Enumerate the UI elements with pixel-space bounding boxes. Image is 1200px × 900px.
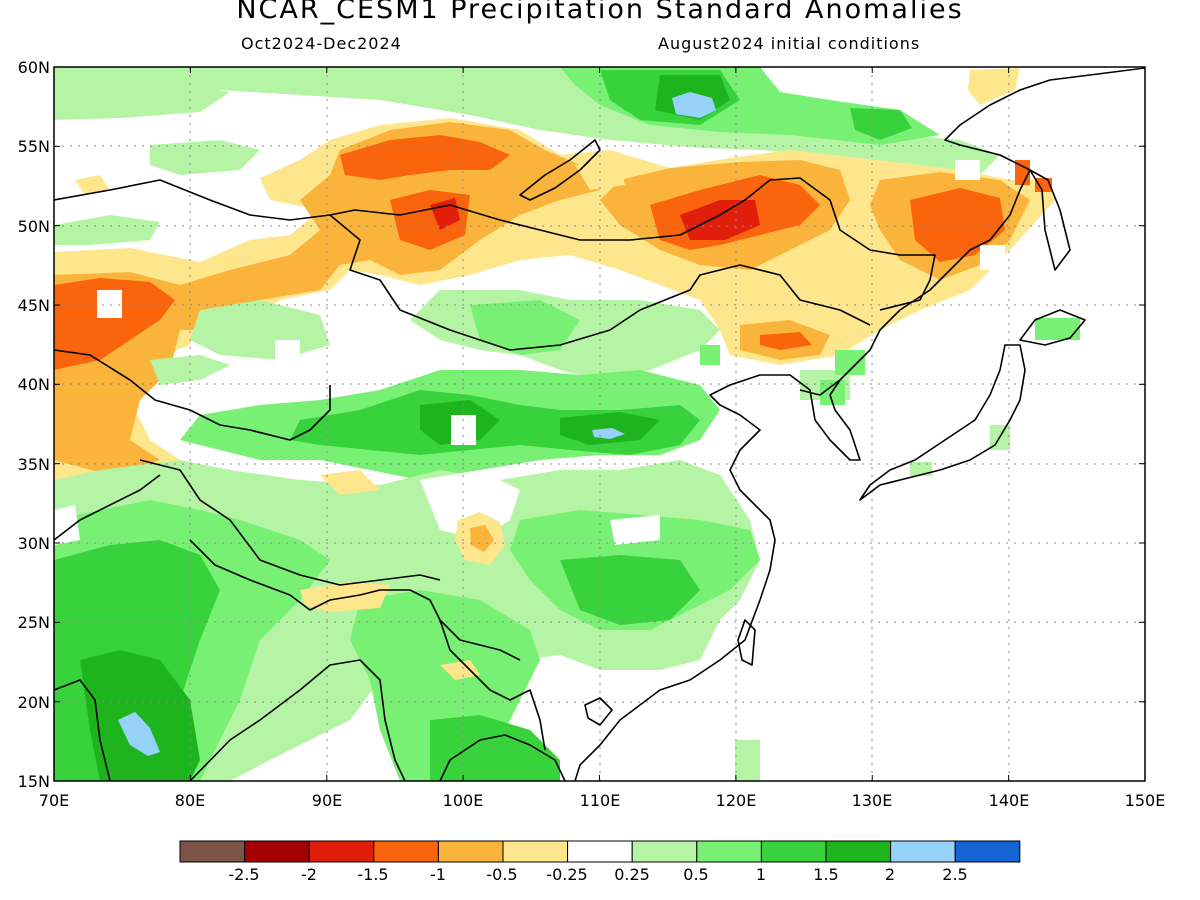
- coastline-indochina: [439, 734, 566, 781]
- border-mongolia-china: [329, 214, 871, 351]
- lat-label: 60N: [18, 58, 50, 77]
- lon-label: 140E: [989, 791, 1030, 810]
- lon-label: 100E: [443, 791, 484, 810]
- lon-label: 120E: [716, 791, 757, 810]
- lon-label: 110E: [580, 791, 621, 810]
- coastline-hokkaido: [1019, 309, 1086, 346]
- colorbar-label: -2.5: [228, 865, 259, 884]
- coastline-japan: [859, 344, 1026, 501]
- lat-label: 25N: [18, 613, 50, 632]
- boundaries: [54, 67, 1145, 781]
- colorbar-swatch: [437, 840, 504, 863]
- lat-label: 30N: [18, 534, 50, 553]
- coastline-hainan: [584, 697, 613, 726]
- lon-label: 70E: [39, 791, 69, 810]
- colorbar-swatch: [308, 840, 375, 863]
- lat-labels: 15N 20N 25N 30N 35N 40N 45N 50N 55N 60N: [18, 58, 50, 791]
- border-central-asia: [54, 349, 331, 441]
- colorbar-swatch: [567, 840, 633, 863]
- dry-anomaly-band: [54, 68, 1055, 490]
- colorbar-swatch: [502, 840, 569, 863]
- border-pakistan: [54, 474, 161, 541]
- tick-marks: [53, 66, 1146, 782]
- lat-label: 55N: [18, 137, 50, 156]
- lat-label: 20N: [18, 693, 50, 712]
- colorbar-swatch: [179, 840, 246, 863]
- colorbar-swatch: [890, 840, 956, 863]
- colorbar-swatch: [631, 840, 698, 863]
- colorbar-label: 0.5: [683, 865, 708, 884]
- border-russia-china-mongolia: [54, 177, 936, 311]
- initial-conditions: August2024 initial conditions: [658, 34, 921, 53]
- colorbar-label: -1: [430, 865, 446, 884]
- lon-label: 90E: [312, 791, 342, 810]
- coastline-sakhalin: [1029, 169, 1071, 271]
- lat-label: 35N: [18, 455, 50, 474]
- wet-anomaly-south: [54, 460, 932, 781]
- colorbar-labels: -2.5 -2 -1.5 -1 -0.5 -0.25 0.25 0.5 1 1.…: [228, 865, 967, 884]
- lat-label: 45N: [18, 296, 50, 315]
- colorbar-swatch: [825, 840, 892, 863]
- coastline-bay-of-bengal: [189, 659, 406, 781]
- anomaly-field: [54, 67, 1145, 781]
- neutral-cells: [97, 160, 1005, 362]
- coastline-taiwan: [737, 619, 756, 666]
- colorbar: [179, 840, 1021, 863]
- colorbar-label: -2: [301, 865, 317, 884]
- border-southeast-asia: [439, 619, 546, 751]
- colorbar-label: 1.5: [813, 865, 838, 884]
- border-korea: [799, 379, 841, 396]
- lat-label: 50N: [18, 217, 50, 236]
- colorbar-label: 1: [756, 865, 766, 884]
- coastline-india: [54, 679, 111, 781]
- lake-baikal: [519, 139, 601, 201]
- border-china-india: [139, 459, 441, 586]
- colorbar-swatch: [954, 840, 1021, 863]
- wet-anomaly-central: [54, 215, 1080, 480]
- lon-label: 80E: [175, 791, 205, 810]
- colorbar-label: -1.5: [357, 865, 388, 884]
- colorbar-swatch: [696, 840, 762, 863]
- colorbar-label: -0.25: [546, 865, 587, 884]
- colorbar-label: 2: [885, 865, 895, 884]
- lon-label: 130E: [852, 791, 893, 810]
- lat-label: 40N: [18, 375, 50, 394]
- colorbar-swatch: [244, 840, 310, 863]
- colorbar-swatch: [373, 840, 439, 863]
- graticule: [54, 67, 1145, 781]
- lon-labels: 70E 80E 90E 100E 110E 120E 130E 140E 150…: [39, 791, 1166, 810]
- colorbar-label: 0.25: [614, 865, 650, 884]
- lat-label: 15N: [18, 772, 50, 791]
- coastline-east-asia: [574, 67, 1145, 781]
- wet-anomaly-north: [54, 67, 1000, 175]
- colorbar-label: 2.5: [942, 865, 967, 884]
- colorbar-label: -0.5: [486, 865, 517, 884]
- border-himalaya: [189, 539, 521, 661]
- lon-label: 150E: [1125, 791, 1166, 810]
- map-title: NCAR_CESM1 Precipitation Standard Anomal…: [236, 0, 964, 25]
- forecast-period: Oct2024-Dec2024: [241, 34, 402, 53]
- colorbar-swatch: [760, 840, 827, 863]
